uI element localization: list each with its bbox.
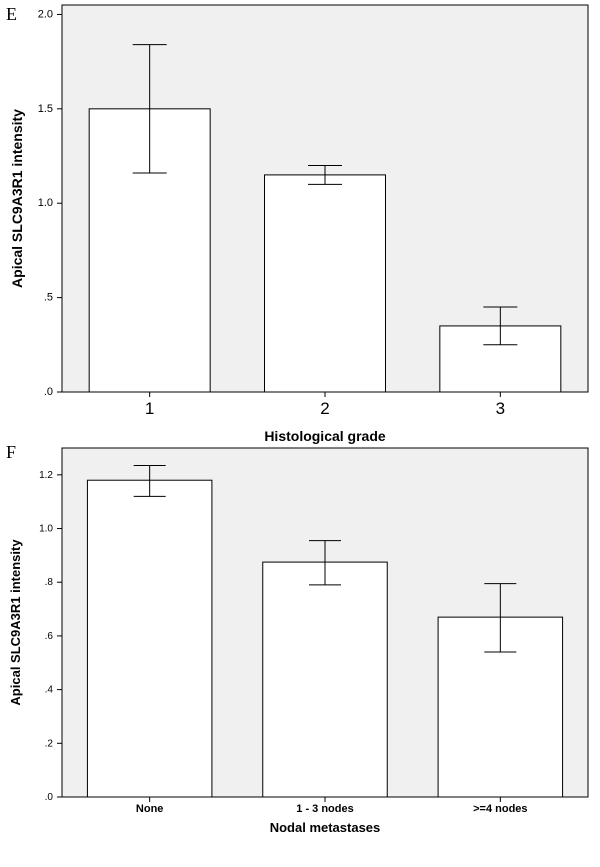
y-tick-label: .4 [45, 685, 54, 696]
x-tick-label: 3 [496, 399, 505, 418]
panel-label-e: E [6, 4, 17, 24]
x-axis-title: Nodal metastases [270, 820, 381, 835]
error-bar [483, 306, 518, 346]
chart-panel-e: E .0 .5 1.0 1.5 2.0 1 2 3 Histological grade Apic… [6, 4, 589, 444]
chart-e-svg: .0 .5 1.0 1.5 2.0 1 2 3 Histological grade Apical… [9, 4, 589, 444]
x-tick-label: 1 - 3 nodes [296, 803, 353, 815]
x-tick-label: None [136, 803, 164, 815]
y-tick-label: .8 [45, 577, 54, 588]
y-tick-label: .0 [44, 386, 53, 398]
error-bar [133, 464, 166, 497]
error-bar [132, 44, 167, 174]
y-tick-label: .0 [45, 792, 54, 803]
y-tick-label: .5 [44, 292, 53, 304]
y-tick-label: .6 [45, 631, 54, 642]
y-tick-label: .2 [45, 738, 54, 749]
bar [264, 174, 386, 393]
x-axis-title: Histological grade [264, 428, 386, 444]
x-tick-label: 1 [145, 399, 154, 418]
panel-label-f: F [6, 442, 17, 462]
bar [86, 479, 213, 798]
bar [262, 561, 388, 798]
y-tick-label: 1.0 [38, 197, 53, 209]
y-tick-label: 2.0 [38, 8, 53, 20]
error-bar [308, 164, 342, 185]
error-bar [484, 583, 517, 653]
chart-panel-f: F .0 .2 .4 .6 .8 1.0 1.2 None 1 - 3 nodes >=4 nod… [0, 440, 600, 867]
y-tick-label: 1.2 [39, 470, 53, 481]
y-tick-label: 1.5 [38, 103, 53, 115]
chart-f-svg: .0 .2 .4 .6 .8 1.0 1.2 None 1 - 3 nodes >=4 nodes… [8, 447, 589, 835]
y-tick-label: 1.0 [39, 524, 53, 535]
x-tick-label: 2 [320, 399, 329, 418]
y-axis-title: Apical SLC9A3R1 intensity [9, 109, 25, 288]
x-tick-label: >=4 nodes [473, 803, 527, 815]
y-axis-title: Apical SLC9A3R1 intensity [8, 539, 23, 706]
error-bar [309, 540, 341, 586]
